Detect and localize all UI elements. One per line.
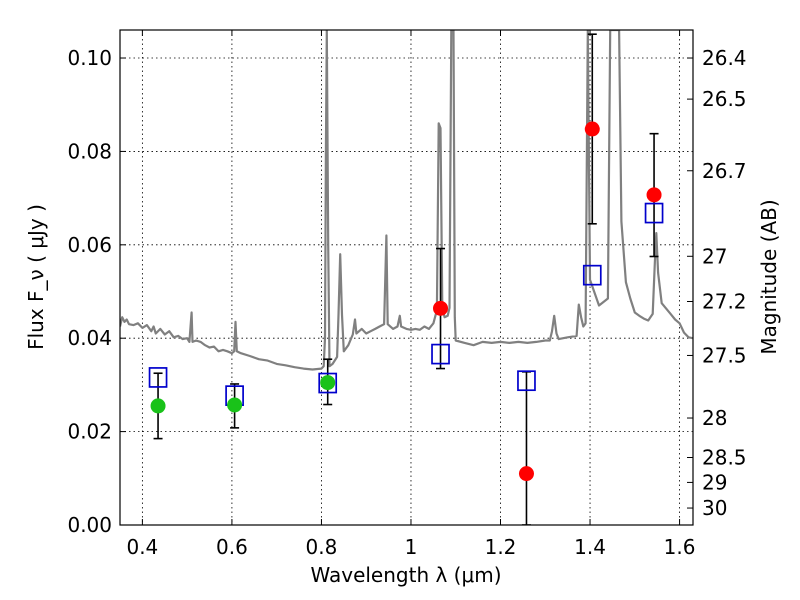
axis-ticks [120,30,693,526]
x-tick-label: 0.4 [126,535,158,559]
magnitude-axis-label: Magnitude (AB) [757,199,781,354]
model-flux-marker [318,372,338,394]
plot-content [120,30,693,525]
y-tick-label: 0.02 [67,420,112,444]
magnitude-tick-label: 28 [702,406,727,430]
observed-flux-point [320,375,336,391]
y-tick-label: 0.06 [67,233,112,257]
observed-flux-point [518,466,534,482]
x-tick-label: 1.6 [664,535,696,559]
model-flux-marker [517,370,536,392]
observed-flux-point [584,121,600,137]
magnitude-tick-label: 27 [702,244,727,268]
model-flux-marker [582,264,602,286]
model-flux-marker [148,367,168,388]
magnitude-tick-label: 30 [702,496,727,520]
y-tick-label: 0.08 [67,139,112,163]
x-tick-labels: 0.4 0.6 0.8 1 1.2 1.4 1.6 [126,535,695,559]
y-axis-label: Flux F_ν ( μJy ) [24,204,48,350]
magnitude-tick-label: 27.2 [702,289,747,313]
magnitude-tick-label: 26.4 [702,46,747,70]
x-tick-label: 1 [405,535,418,559]
y-tick-label: 0.00 [67,513,112,537]
magnitude-tick-label: 27.5 [702,343,747,367]
model-flux-marker [431,343,450,365]
observed-flux-point [227,397,243,413]
observed-flux-point [433,300,449,316]
sed-curve [120,30,693,371]
observed-flux-point [150,398,166,414]
x-tick-label: 0.8 [306,535,338,559]
x-tick-label: 1.4 [574,535,606,559]
x-tick-label: 0.6 [216,535,248,559]
plot-frame [119,29,694,526]
magnitude-tick-label: 26.5 [702,87,747,111]
magnitude-tick-label: 29 [702,470,727,494]
y-tick-labels: 0.00 0.02 0.04 0.06 0.08 0.10 [67,46,112,537]
plot-area [120,30,693,525]
magnitude-tick-label: 26.7 [702,159,747,183]
magnitude-tick-label: 28.5 [702,446,747,470]
x-tick-label: 1.2 [485,535,517,559]
y-tick-label: 0.04 [67,326,112,350]
model-flux-marker [644,202,664,224]
observed-flux-point [646,187,662,203]
x-axis-label: Wavelength λ (μm) [310,563,501,587]
grid-lines [120,30,693,525]
y-tick-label: 0.10 [67,46,112,70]
